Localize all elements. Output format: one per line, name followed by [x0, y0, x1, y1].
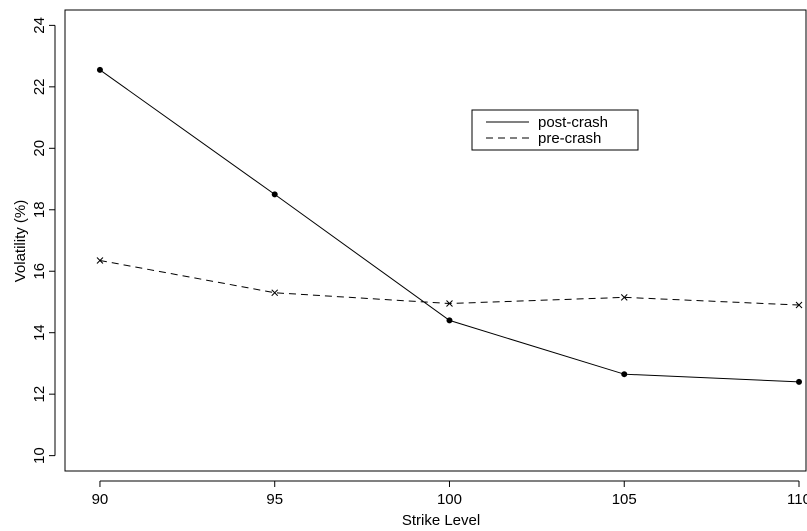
series-line-post-crash — [99, 69, 800, 383]
data-point-pre-crash-105 — [620, 294, 628, 301]
y-axis: 10 12 14 16 18 20 22 24 — [31, 17, 56, 464]
x-tick-label-105: 105 — [612, 491, 637, 508]
series-line-pre-crash — [99, 259, 800, 306]
x-tick-label-100: 100 — [437, 491, 462, 508]
y-tick-label-18: 18 — [31, 201, 48, 218]
data-point-post-crash-95 — [271, 191, 278, 198]
y-tick-label-10: 10 — [31, 447, 48, 464]
data-point-post-crash-110 — [796, 378, 803, 385]
x-axis-title: Strike Level — [402, 512, 480, 529]
y-axis-title: Volatility (%) — [12, 200, 29, 283]
data-point-pre-crash-90 — [96, 257, 104, 264]
legend-label-pre-crash: pre-crash — [538, 130, 601, 147]
legend-box — [471, 109, 639, 151]
legend: post-crash pre-crash — [471, 109, 639, 151]
y-tick-label-24: 24 — [31, 17, 48, 34]
legend-label-post-crash: post-crash — [538, 114, 608, 131]
x-axis: 90 95 100 105 110 — [92, 480, 807, 508]
y-tick-label-22: 22 — [31, 78, 48, 95]
y-tick-label-14: 14 — [31, 324, 48, 341]
x-tick-label-90: 90 — [92, 491, 109, 508]
data-point-pre-crash-100 — [446, 300, 453, 307]
data-point-pre-crash-110 — [795, 301, 803, 309]
plot-frame — [64, 9, 807, 472]
data-point-post-crash-105 — [621, 371, 628, 378]
y-tick-label-20: 20 — [31, 140, 48, 157]
y-tick-label-16: 16 — [31, 263, 48, 280]
x-tick-label-95: 95 — [266, 491, 283, 508]
y-tick-label-12: 12 — [31, 386, 48, 403]
data-point-post-crash-90 — [96, 66, 103, 73]
series-layer — [96, 66, 803, 385]
data-point-pre-crash-95 — [271, 289, 279, 297]
data-point-post-crash-100 — [446, 317, 453, 324]
x-tick-label-110: 110 — [787, 491, 807, 508]
